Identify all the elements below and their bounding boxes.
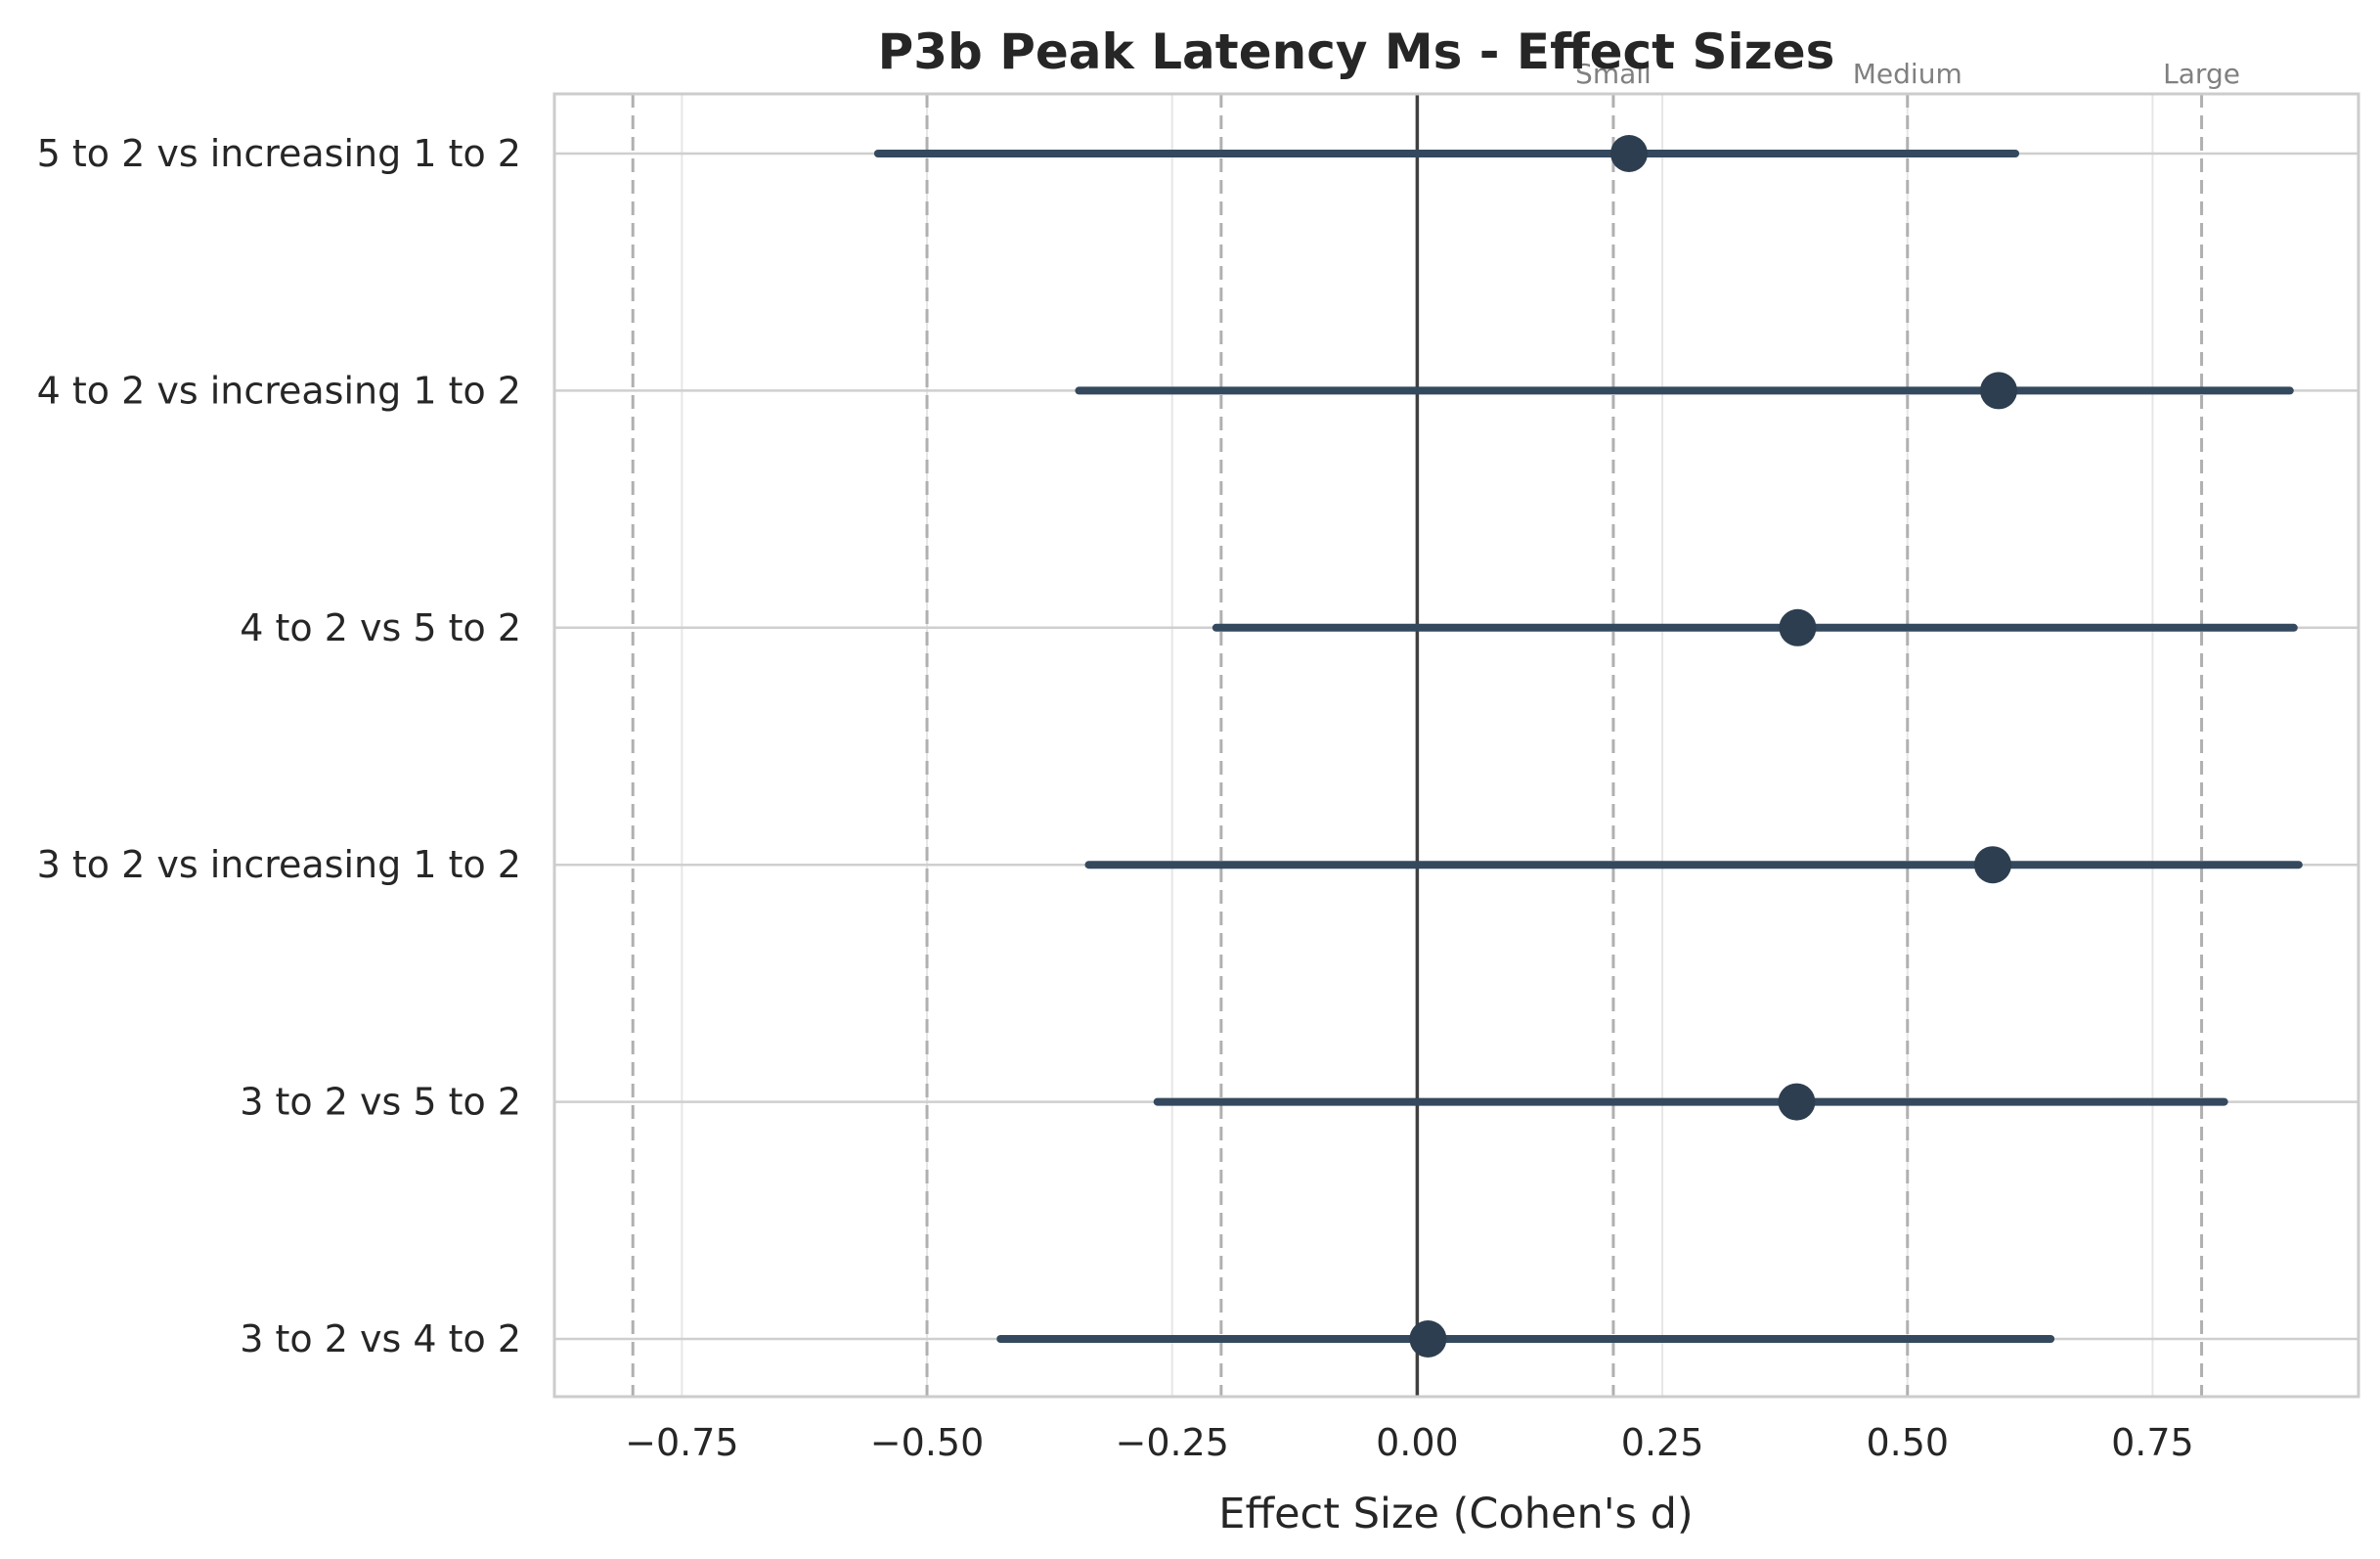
point-estimate [1973, 846, 2011, 884]
y-tick-label: 5 to 2 vs increasing 1 to 2 [37, 132, 521, 175]
point-estimate [1609, 135, 1648, 172]
x-axis-label: Effect Size (Cohen's d) [1218, 1490, 1693, 1538]
chart-title: P3b Peak Latency Ms - Effect Sizes [878, 23, 1835, 80]
point-estimate [1980, 372, 2018, 410]
reference-lines [631, 94, 2204, 1397]
x-tick-label: −0.75 [625, 1421, 738, 1464]
point-estimate [1409, 1320, 1447, 1358]
y-tick-label: 4 to 2 vs increasing 1 to 2 [37, 369, 521, 412]
x-tick-labels: −0.75 −0.50 −0.25 0.00 0.25 0.50 0.75 [625, 1421, 2194, 1464]
x-tick-label: −0.50 [870, 1421, 984, 1464]
y-tick-labels: 5 to 2 vs increasing 1 to 2 4 to 2 vs inc… [37, 132, 521, 1360]
y-tick-label: 3 to 2 vs 5 to 2 [240, 1081, 521, 1124]
x-tick-label: −0.25 [1115, 1421, 1228, 1464]
confidence-intervals [873, 150, 2303, 1343]
x-tick-label: 0.00 [1376, 1421, 1459, 1464]
point-estimates [1409, 135, 2018, 1358]
point-estimate [1779, 608, 1817, 646]
x-tick-label: 0.75 [2111, 1421, 2194, 1464]
reference-label: Small [1575, 58, 1652, 90]
y-tick-label: 4 to 2 vs 5 to 2 [240, 606, 521, 649]
reference-label: Large [2163, 58, 2240, 90]
y-tick-label: 3 to 2 vs increasing 1 to 2 [37, 843, 521, 886]
point-estimate [1778, 1083, 1816, 1121]
y-tick-label: 3 to 2 vs 4 to 2 [240, 1317, 521, 1360]
reference-label: Medium [1853, 58, 1962, 90]
axes-frame [552, 92, 2360, 1399]
x-tick-label: 0.50 [1866, 1421, 1949, 1464]
x-tick-label: 0.25 [1621, 1421, 1704, 1464]
reference-labels: Small Medium Large [1575, 58, 2240, 90]
